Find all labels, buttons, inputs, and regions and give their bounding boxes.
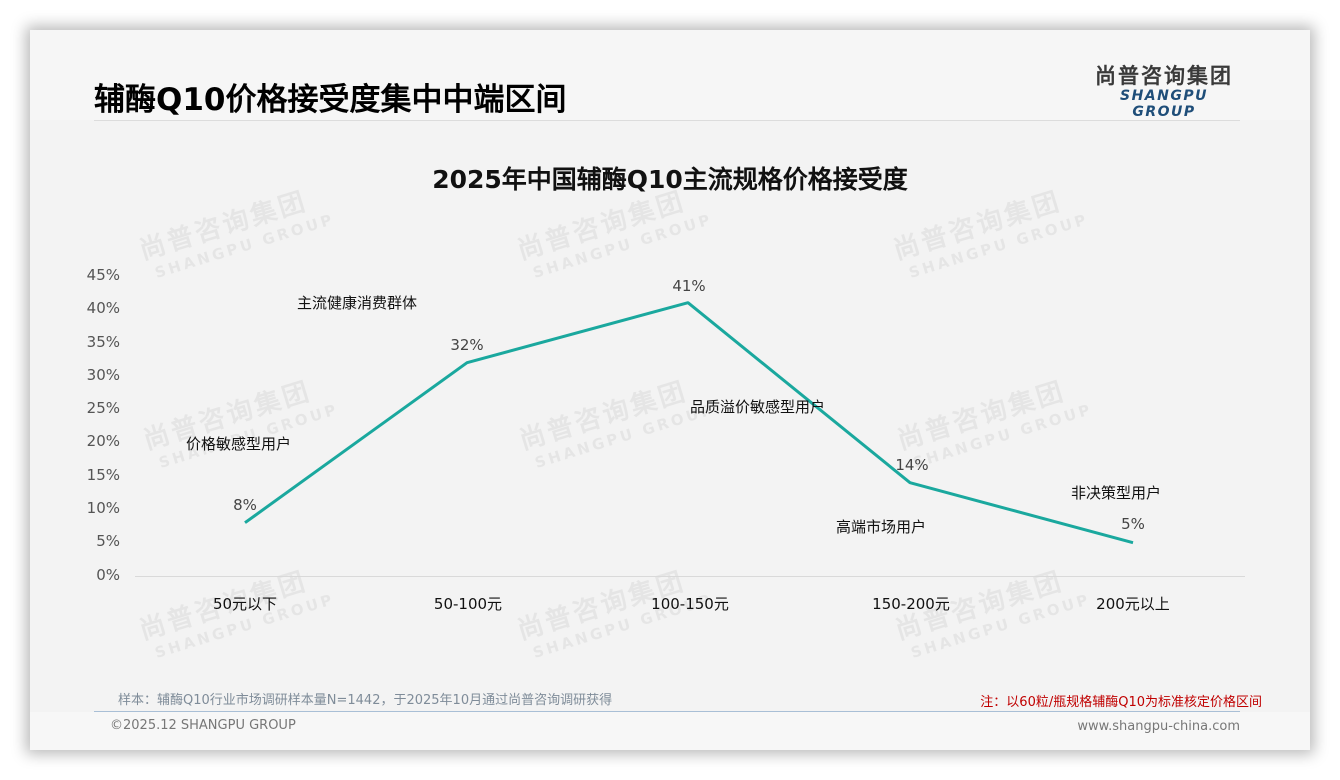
y-tick: 15% [86,466,120,484]
annotation: 主流健康消费群体 [297,294,418,312]
website-link[interactable]: www.shangpu-china.com [1077,719,1240,734]
series-line [244,301,1134,545]
x-tick: 50元以下 [212,595,278,613]
copyright: ©2025.12 SHANGPU GROUP [110,718,296,733]
annotation: 高端市场用户 [836,518,927,536]
footer-divider [94,711,1240,712]
page-title: 辅酶Q10价格接受度集中中端区间 [94,82,567,118]
logo-chinese-text: 尚普咨询集团 [1095,64,1233,88]
annotation: 价格敏感型用户 [186,435,292,453]
data-label: 41% [672,277,706,295]
x-tick: 200元以上 [1096,595,1170,613]
company-logo: 尚普咨询集团 SHANGPU GROUP [1088,64,1240,120]
price-note: 注：以60粒/瓶规格辅酶Q10为标准核定价格区间 [980,695,1262,710]
x-tick: 150-200元 [872,595,950,613]
y-tick: 10% [86,499,120,517]
y-tick: 5% [96,532,120,550]
slide: 辅酶Q10价格接受度集中中端区间 尚普咨询集团 SHANGPU GROUP 尚普… [30,30,1310,750]
y-tick: 45% [86,266,120,284]
data-label: 5% [1121,515,1145,533]
y-tick: 35% [86,333,120,351]
footer [30,712,1310,750]
data-label: 32% [450,336,484,354]
x-tick: 50-100元 [433,595,503,613]
y-tick: 0% [96,566,120,584]
title-divider [94,120,1240,121]
annotation: 非决策型用户 [1071,484,1162,502]
data-label: 14% [895,456,929,474]
annotation: 品质溢价敏感型用户 [690,398,826,416]
line-plot [244,301,1134,545]
source-note: 样本：辅酶Q10行业市场调研样本量N=1442，于2025年10月通过尚普咨询调… [118,693,613,708]
logo-english-text: SHANGPU GROUP [1120,88,1208,120]
header: 辅酶Q10价格接受度集中中端区间 尚普咨询集团 SHANGPU GROUP [30,30,1310,120]
y-tick: 20% [86,432,120,450]
x-axis-line [135,576,1245,577]
x-tick: 100-150元 [651,595,729,613]
y-tick: 40% [86,299,120,317]
y-tick: 25% [86,399,120,417]
y-tick: 30% [86,366,120,384]
data-label: 8% [233,496,257,514]
chart-title: 2025年中国辅酶Q10主流规格价格接受度 [432,165,908,194]
